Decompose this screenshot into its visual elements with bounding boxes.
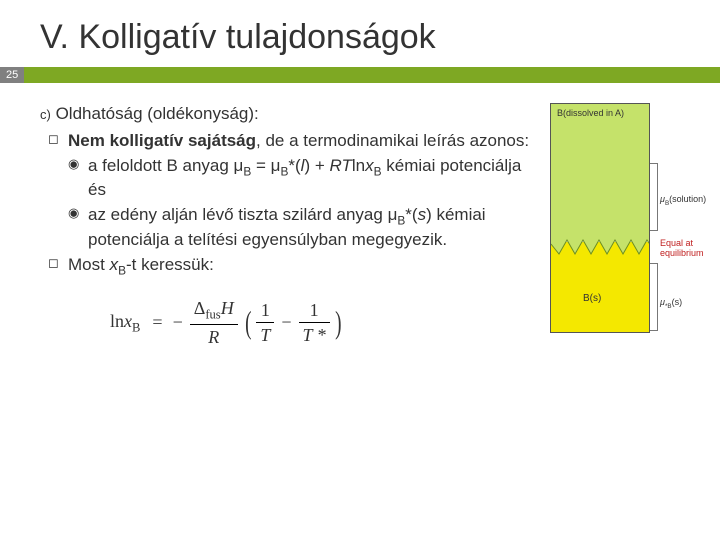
eq-xsub: B — [132, 320, 140, 334]
eq-x: x — [124, 311, 132, 331]
sb2-s: s — [418, 205, 427, 224]
b2-post: -t keressük: — [126, 255, 214, 274]
eq-fus: fus — [205, 308, 220, 322]
circle-icon: ◉ — [68, 155, 88, 202]
interface-zigzag-icon — [551, 232, 650, 256]
annotation-equilibrium: Equal at equilibrium — [660, 239, 710, 259]
sb1-rt: RT — [330, 156, 352, 175]
diagram-container: B(dissolved in A) B(s) — [550, 103, 650, 333]
bullet-icon: ◻ — [48, 254, 68, 278]
annotation-solid: μ*B(s) — [660, 298, 682, 311]
eq-frac1-num: ΔfusH — [190, 296, 238, 324]
b2-pre: Most — [68, 255, 110, 274]
bullet-1-rest: , de a termodinamikai leírás azonos: — [256, 131, 529, 150]
eq-equals: = — [152, 310, 162, 334]
paren-right-icon: ) — [335, 301, 341, 344]
page-number-badge: 25 — [0, 67, 24, 83]
eq-lhs: lnxB — [110, 309, 140, 337]
eq-R: R — [204, 325, 223, 349]
slide-title: V. Kolligatív tulajdonságok — [0, 0, 720, 67]
list-marker-c: c) — [40, 107, 51, 122]
paren-left-icon: ( — [245, 301, 251, 344]
eq-frac3: 1 T * — [299, 298, 330, 348]
diagram-bottom-label: B(s) — [583, 293, 601, 304]
sb1-mu2: μ — [271, 156, 281, 175]
sb1-star: *( — [288, 156, 300, 175]
sub-bullet-1: ◉ a feloldott B anyag μB = μB*(l) + RTln… — [68, 155, 544, 202]
bullet-icon: ◻ — [48, 130, 68, 153]
annotation-solution: μB(solution) — [660, 195, 706, 208]
brace-top-icon — [650, 163, 658, 231]
sb1-pre: a feloldott B anyag — [88, 156, 234, 175]
sb2-pre: az edény alján lévő tiszta szilárd anyag — [88, 205, 388, 224]
sub-bullet-2: ◉ az edény alján lévő tiszta szilárd any… — [68, 204, 544, 251]
eq-frac2: 1 T — [256, 298, 274, 348]
eq-minus: − — [173, 310, 183, 334]
anno-s-sub: *B — [665, 303, 672, 310]
sb1-post1: ) + — [304, 156, 329, 175]
sb1-x: x — [365, 156, 374, 175]
bullet-2: ◻ Most xB-t keressük: — [48, 254, 544, 278]
text-column: c) Oldhatóság (oldékonyság): ◻ Nem kolli… — [40, 103, 544, 349]
solvent-region — [551, 104, 649, 234]
sub-bullet-1-text: a feloldott B anyag μB = μB*(l) + RTlnxB… — [88, 155, 544, 202]
sb1-ln: ln — [352, 156, 365, 175]
eq-one2: 1 — [306, 298, 323, 322]
sb1-eq: = — [251, 156, 270, 175]
eq-ln: ln — [110, 311, 124, 331]
b2-sub: B — [118, 263, 126, 277]
eq-minus2: − — [281, 310, 291, 334]
eq-Tstar: T * — [299, 323, 330, 347]
sb2-mu: μ — [388, 205, 398, 224]
green-accent-bar — [0, 67, 720, 83]
item-c: c) Oldhatóság (oldékonyság): — [40, 103, 544, 126]
eq-paren: ( 1 T − 1 T * ) — [243, 298, 344, 348]
circle-icon: ◉ — [68, 204, 88, 251]
anno-sol-txt: (solution) — [669, 194, 706, 204]
eq-delta: Δ — [194, 298, 206, 318]
sb1-sub3: B — [374, 164, 382, 178]
sb1-mu1: μ — [234, 156, 244, 175]
equation: lnxB = − ΔfusH R ( 1 T − 1 T * — [110, 296, 544, 349]
solubility-diagram: B(dissolved in A) B(s) μB(solution) Equa… — [550, 103, 710, 349]
eq-frac1: ΔfusH R — [190, 296, 238, 349]
diagram-top-label: B(dissolved in A) — [557, 108, 624, 118]
divider-bar: 25 — [0, 67, 720, 83]
eq-T: T — [256, 323, 274, 347]
bullet-1: ◻ Nem kolligatív sajátság, de a termodin… — [48, 130, 544, 153]
eq-H: H — [221, 298, 234, 318]
anno-s-txt: (s) — [672, 297, 683, 307]
item-c-title: Oldhatóság (oldékonyság): — [56, 104, 259, 123]
content-area: c) Oldhatóság (oldékonyság): ◻ Nem kolli… — [0, 83, 720, 349]
bullet-1-strong: Nem kolligatív sajátság — [68, 131, 256, 150]
sub-bullet-2-text: az edény alján lévő tiszta szilárd anyag… — [88, 204, 544, 251]
bullet-2-text: Most xB-t keressük: — [68, 254, 544, 278]
eq-one1: 1 — [257, 298, 274, 322]
bullet-1-text: Nem kolligatív sajátság, de a termodinam… — [68, 130, 544, 153]
sb2-star: *( — [405, 205, 417, 224]
b2-x: x — [110, 255, 119, 274]
brace-bottom-icon — [650, 263, 658, 331]
